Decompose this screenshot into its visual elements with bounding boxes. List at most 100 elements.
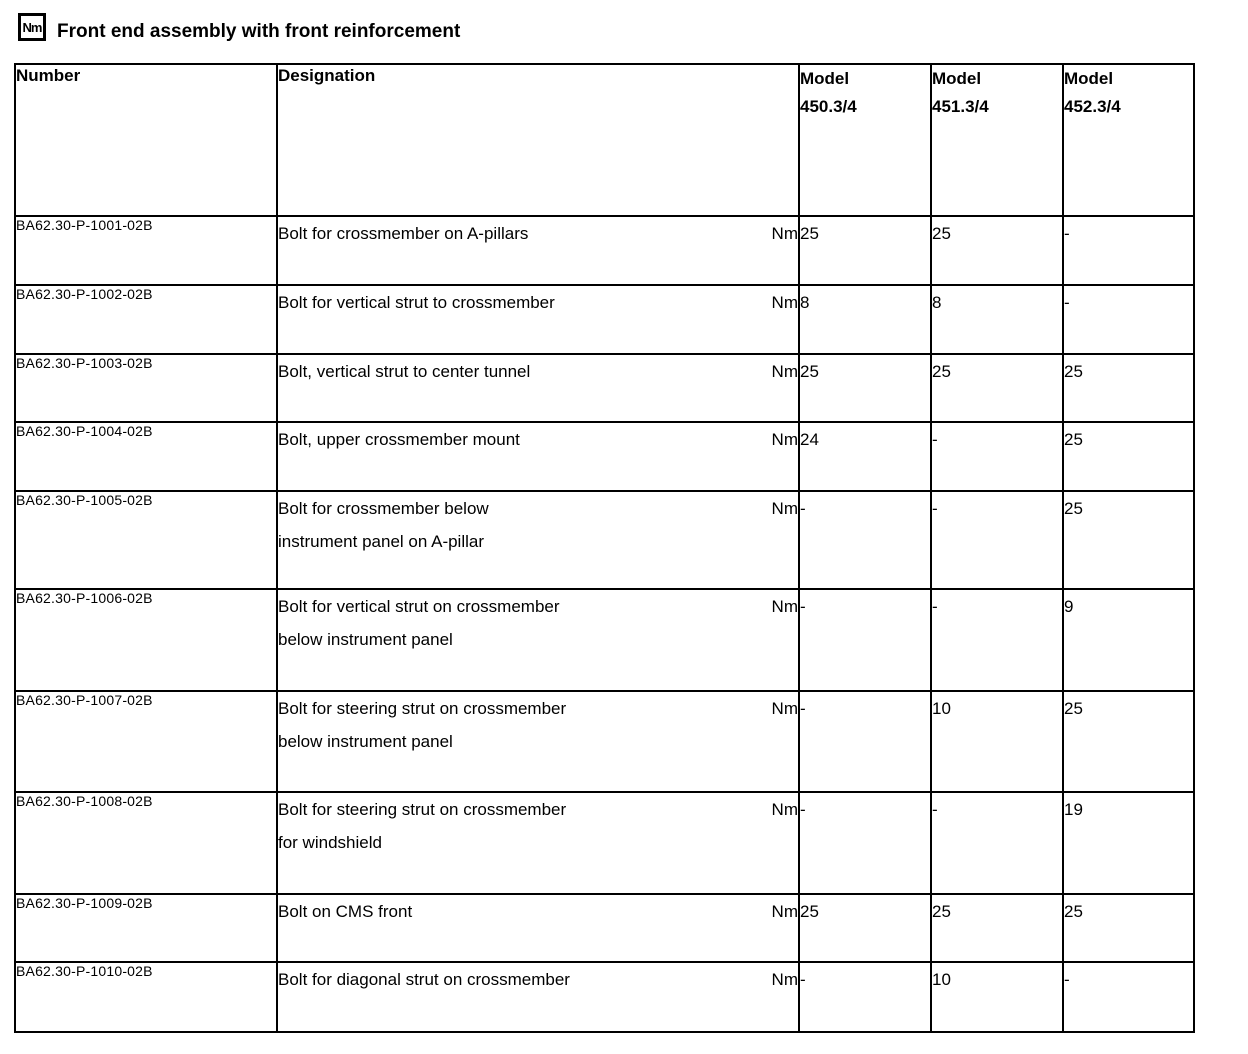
value-cell-model-451: 25 <box>930 215 1064 286</box>
designation-text-line2: below instrument panel <box>278 732 453 751</box>
unit-label: Nm <box>771 970 798 989</box>
model-code: 452.3/4 <box>1064 97 1121 116</box>
model-label: Model <box>932 69 982 88</box>
value-cell-model-452: 9 <box>1062 588 1195 692</box>
nm-unit-icon: Nm <box>18 13 46 41</box>
designation-text-line2: below instrument panel <box>278 630 453 649</box>
designation-text: Bolt for diagonal strut on crossmember <box>278 970 570 989</box>
designation-text-line2: instrument panel on A-pillar <box>278 532 485 551</box>
value-cell-model-452: - <box>1062 284 1195 355</box>
designation-cell: Bolt for vertical strut to crossmember Nm <box>276 284 800 355</box>
value-cell-model-451: 25 <box>930 353 1064 423</box>
value-cell-model-450: - <box>798 690 932 793</box>
model-label: Model <box>800 69 850 88</box>
designation-text: Bolt for vertical strut to crossmember <box>278 293 555 312</box>
value-cell-model-451: - <box>930 791 1064 895</box>
value-cell-model-452: 25 <box>1062 353 1195 423</box>
designation-text: Bolt for vertical strut on crossmember <box>278 597 560 616</box>
table-row: BA62.30-P-1003-02B Bolt, vertical strut … <box>14 353 1195 423</box>
designation-text: Bolt for crossmember below <box>278 499 489 518</box>
table-row: BA62.30-P-1005-02B Bolt for crossmember … <box>14 490 1195 590</box>
value-cell-model-452: 19 <box>1062 791 1195 895</box>
designation-cell: Bolt, vertical strut to center tunnel Nm <box>276 353 800 423</box>
designation-text: Bolt for steering strut on crossmember <box>278 800 567 819</box>
value-cell-model-452: - <box>1062 215 1195 286</box>
page-title: Front end assembly with front reinforcem… <box>57 21 461 42</box>
designation-text: Bolt for crossmember on A-pillars <box>278 224 529 243</box>
value-cell-model-452: - <box>1062 961 1195 1033</box>
value-cell-model-450: 25 <box>798 893 932 963</box>
part-number-cell: BA62.30-P-1001-02B <box>14 215 278 286</box>
part-number-cell: BA62.30-P-1009-02B <box>14 893 278 963</box>
value-cell-model-451: 25 <box>930 893 1064 963</box>
designation-cell: Bolt for steering strut on crossmember be… <box>276 690 800 793</box>
designation-cell: Bolt for steering strut on crossmember fo… <box>276 791 800 895</box>
unit-label: Nm <box>771 597 798 616</box>
col-header-number: Number <box>14 63 278 217</box>
designation-cell: Bolt for crossmember on A-pillars Nm <box>276 215 800 286</box>
value-cell-model-451: 8 <box>930 284 1064 355</box>
value-cell-model-450: 24 <box>798 421 932 492</box>
table-row: BA62.30-P-1009-02B Bolt on CMS front Nm 2… <box>14 893 1195 963</box>
col-header-designation: Designation <box>276 63 800 217</box>
designation-cell: Bolt for vertical strut on crossmember be… <box>276 588 800 692</box>
designation-cell: Bolt, upper crossmember mount Nm <box>276 421 800 492</box>
part-number-cell: BA62.30-P-1004-02B <box>14 421 278 492</box>
value-cell-model-450: - <box>798 791 932 895</box>
designation-text: Bolt for steering strut on crossmember <box>278 699 567 718</box>
unit-label: Nm <box>771 902 798 921</box>
value-cell-model-451: - <box>930 421 1064 492</box>
col-header-model-452: Model 452.3/4 <box>1062 63 1195 217</box>
value-cell-model-450: 8 <box>798 284 932 355</box>
col-header-model-451: Model 451.3/4 <box>930 63 1064 217</box>
unit-label: Nm <box>771 362 798 381</box>
designation-text: Bolt, vertical strut to center tunnel <box>278 362 531 381</box>
table-row: BA62.30-P-1006-02B Bolt for vertical str… <box>14 588 1195 692</box>
model-code: 450.3/4 <box>800 97 857 116</box>
part-number-cell: BA62.30-P-1007-02B <box>14 690 278 793</box>
value-cell-model-451: 10 <box>930 690 1064 793</box>
value-cell-model-450: - <box>798 490 932 590</box>
value-cell-model-452: 25 <box>1062 421 1195 492</box>
designation-text: Bolt on CMS front <box>278 902 413 921</box>
table-row: BA62.30-P-1004-02B Bolt, upper crossmemb… <box>14 421 1195 492</box>
unit-label: Nm <box>771 800 798 819</box>
designation-cell: Bolt on CMS front Nm <box>276 893 800 963</box>
designation-text-line2: for windshield <box>278 833 382 852</box>
table-row: BA62.30-P-1008-02B Bolt for steering str… <box>14 791 1195 895</box>
model-code: 451.3/4 <box>932 97 989 116</box>
table-row: BA62.30-P-1007-02B Bolt for steering str… <box>14 690 1195 793</box>
designation-cell: Bolt for crossmember below instrument pan… <box>276 490 800 590</box>
designation-cell: Bolt for diagonal strut on crossmember Nm <box>276 961 800 1033</box>
table-row: BA62.30-P-1001-02B Bolt for crossmember … <box>14 215 1195 286</box>
value-cell-model-451: - <box>930 588 1064 692</box>
value-cell-model-452: 25 <box>1062 893 1195 963</box>
value-cell-model-450: - <box>798 588 932 692</box>
unit-label: Nm <box>771 293 798 312</box>
value-cell-model-450: - <box>798 961 932 1033</box>
unit-label: Nm <box>771 224 798 243</box>
part-number-cell: BA62.30-P-1006-02B <box>14 588 278 692</box>
value-cell-model-450: 25 <box>798 215 932 286</box>
part-number-cell: BA62.30-P-1008-02B <box>14 791 278 895</box>
value-cell-model-450: 25 <box>798 353 932 423</box>
part-number-cell: BA62.30-P-1010-02B <box>14 961 278 1033</box>
model-label: Model <box>1064 69 1114 88</box>
designation-text: Bolt, upper crossmember mount <box>278 430 520 449</box>
table-row: BA62.30-P-1002-02B Bolt for vertical str… <box>14 284 1195 355</box>
table-header-row: Number Designation Model 450.3/4 Model 451… <box>14 63 1195 217</box>
table-row: BA62.30-P-1010-02B Bolt for diagonal str… <box>14 961 1195 1033</box>
value-cell-model-452: 25 <box>1062 490 1195 590</box>
part-number-cell: BA62.30-P-1003-02B <box>14 353 278 423</box>
value-cell-model-452: 25 <box>1062 690 1195 793</box>
part-number-cell: BA62.30-P-1002-02B <box>14 284 278 355</box>
unit-label: Nm <box>771 430 798 449</box>
col-header-model-450: Model 450.3/4 <box>798 63 932 217</box>
unit-label: Nm <box>771 699 798 718</box>
value-cell-model-451: - <box>930 490 1064 590</box>
value-cell-model-451: 10 <box>930 961 1064 1033</box>
torque-spec-table: Number Designation Model 450.3/4 Model 451… <box>14 63 1195 1033</box>
unit-label: Nm <box>771 499 798 518</box>
part-number-cell: BA62.30-P-1005-02B <box>14 490 278 590</box>
